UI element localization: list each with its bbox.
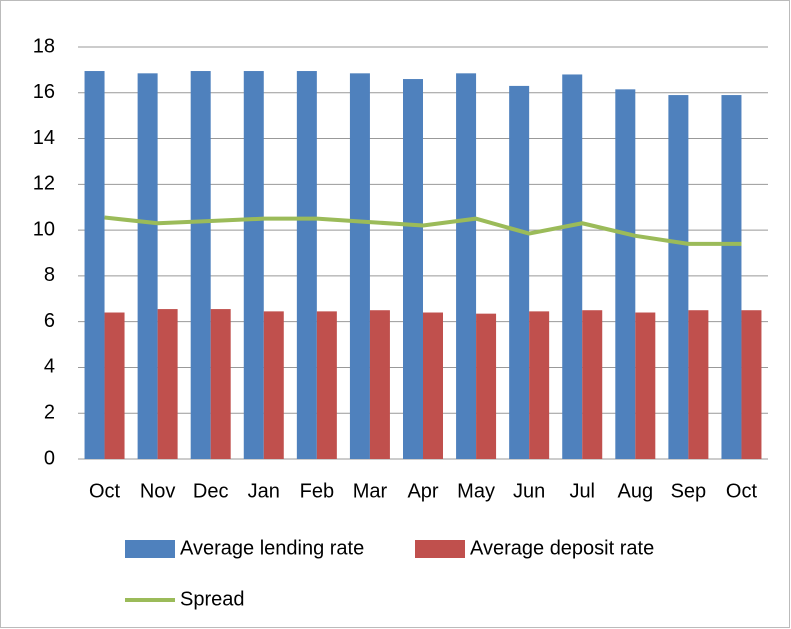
x-tick-label: Sep [671, 480, 707, 502]
y-tick-label: 16 [33, 81, 55, 103]
bar [615, 89, 636, 459]
x-tick-label: Oct [726, 480, 758, 502]
bar [263, 311, 284, 459]
y-tick-label: 12 [33, 173, 55, 195]
y-tick-label: 4 [44, 356, 55, 378]
legend-label: Spread [180, 588, 245, 610]
bar [721, 95, 742, 460]
y-tick-label: 6 [44, 310, 55, 332]
bar [243, 71, 264, 460]
x-tick-label: Aug [618, 480, 654, 502]
x-tick-label: Nov [140, 480, 176, 502]
x-tick-label: May [457, 480, 495, 502]
y-tick-label: 0 [44, 447, 55, 469]
x-tick-label: Feb [300, 480, 334, 502]
bar [688, 310, 709, 459]
bar [369, 310, 390, 459]
bar [84, 71, 105, 460]
bar [562, 74, 583, 459]
line [104, 215, 742, 246]
x-tick-label: Dec [193, 480, 229, 502]
bar [137, 73, 158, 460]
bar [349, 73, 370, 460]
y-tick-label: 10 [33, 218, 55, 240]
bar [316, 311, 337, 459]
bar [296, 71, 317, 460]
bar [668, 95, 689, 460]
bar [635, 312, 656, 459]
bar [104, 312, 125, 459]
x-tick-label: Jun [513, 480, 545, 502]
y-tick-label: 14 [33, 127, 55, 149]
bar [190, 71, 211, 460]
y-tick-label: 8 [44, 264, 55, 286]
bar [582, 310, 603, 459]
legend-swatch [125, 540, 175, 558]
x-tick-label: Oct [89, 480, 121, 502]
x-tick-label: Apr [407, 480, 438, 502]
bar [210, 309, 231, 459]
legend-label: Average deposit rate [470, 537, 654, 559]
x-tick-label: Jul [569, 480, 595, 502]
y-tick-label: 18 [33, 35, 55, 57]
legend-swatch [415, 540, 465, 558]
bar [456, 73, 477, 460]
x-tick-label: Mar [353, 480, 388, 502]
bar [423, 312, 443, 459]
bar [157, 309, 178, 459]
bar [529, 311, 550, 459]
legend-label: Average lending rate [180, 537, 364, 559]
bar [741, 310, 762, 459]
x-tick-label: Jan [248, 480, 280, 502]
bar [476, 313, 497, 459]
y-tick-label: 2 [44, 402, 55, 424]
bar [509, 85, 530, 460]
bar [403, 79, 423, 460]
